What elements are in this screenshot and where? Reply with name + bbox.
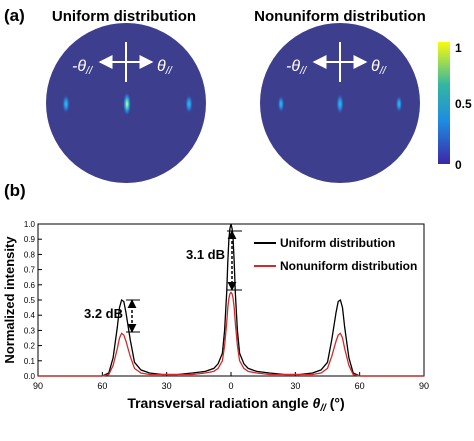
uniform-theta-label: θ//: [157, 58, 173, 77]
x-tick-label: 60: [355, 381, 365, 391]
series-layer: [38, 223, 424, 377]
nonuniform-spot-left: [277, 95, 285, 113]
colorbar-tick-0-5: 0.5: [455, 97, 472, 111]
y-axis-ticks: 0.0 0.1 0.2 0.3 0.4 0.5 0.6 0.7 0.8 0.9 1.0: [24, 220, 42, 381]
nonuniform-minus-theta-label: -θ//: [286, 58, 307, 77]
x-tick-label: 30: [290, 381, 300, 391]
x-axis-label: Transversal radiation angle θ// (°): [127, 395, 344, 414]
nonuniform-title: Nonuniform distribution: [254, 8, 426, 25]
annotation-center: 3.1 dB: [186, 230, 242, 291]
y-tick-label: 0.5: [24, 296, 36, 305]
y-tick-label: 0.1: [24, 357, 36, 366]
uniform-angle-indicator: -θ// θ//: [72, 42, 173, 82]
annotation-side: 3.2 dB: [84, 299, 140, 333]
legend: Uniform distribution Nonuniform distribu…: [254, 236, 417, 273]
annotation-side-text: 3.2 dB: [84, 306, 123, 321]
nonuniform-angle-indicator: -θ// θ//: [286, 42, 387, 82]
uniform-spot-right: [185, 94, 193, 114]
uniform-spot-left: [62, 94, 70, 114]
uniform-spot-center: [123, 92, 131, 116]
nonuniform-spot-right: [395, 95, 403, 113]
series-line-uniform: [38, 223, 424, 377]
panel-a: (a) Uniform distribution Nonuniform dist…: [4, 6, 472, 183]
panel-b: (b) 90 60 30 0 30 60 90 0.00.10.20.30.40.50.60…: [2, 181, 429, 414]
x-tick-label: 60: [97, 381, 107, 391]
legend-label-uniform: Uniform distribution: [280, 236, 395, 250]
y-tick-label: 0.6: [24, 281, 36, 290]
panel-a-label: (a): [4, 6, 25, 25]
x-tick-label: 90: [419, 381, 429, 391]
uniform-minus-theta-label: -θ//: [72, 58, 93, 77]
colorbar: 1 0.5 0: [438, 41, 472, 172]
y-tick-label: 0.2: [24, 342, 36, 351]
nonuniform-theta-label: θ//: [371, 58, 387, 77]
panel-b-label: (b): [4, 181, 26, 200]
nonuniform-spot-center: [336, 93, 344, 115]
y-tick-label: 1.0: [24, 220, 36, 229]
series-line-nonuniform: [38, 291, 424, 377]
y-tick-label: 0.4: [24, 311, 36, 320]
y-tick-label: 0.0: [24, 372, 36, 381]
uniform-title: Uniform distribution: [52, 8, 196, 25]
annotation-center-text: 3.1 dB: [186, 247, 225, 262]
x-tick-label: 0: [228, 381, 233, 391]
x-tick-label: 30: [162, 381, 172, 391]
y-tick-label: 0.7: [24, 266, 36, 275]
colorbar-tick-0: 0: [455, 158, 462, 172]
legend-label-nonuniform: Nonuniform distribution: [280, 259, 417, 273]
x-tick-label: 90: [33, 381, 43, 391]
colorbar-gradient: [438, 42, 450, 164]
x-axis-ticks: 90 60 30 0 30 60 90: [33, 372, 429, 391]
colorbar-tick-1: 1: [455, 41, 462, 55]
y-tick-label: 0.8: [24, 250, 36, 259]
y-tick-label: 0.3: [24, 326, 36, 335]
plot-area: 90 60 30 0 30 60 90 0.00.10.20.30.40.50.60.70.…: [24, 220, 429, 391]
y-tick-label: 0.9: [24, 235, 36, 244]
y-axis-label: Normalized intensity: [2, 236, 17, 364]
